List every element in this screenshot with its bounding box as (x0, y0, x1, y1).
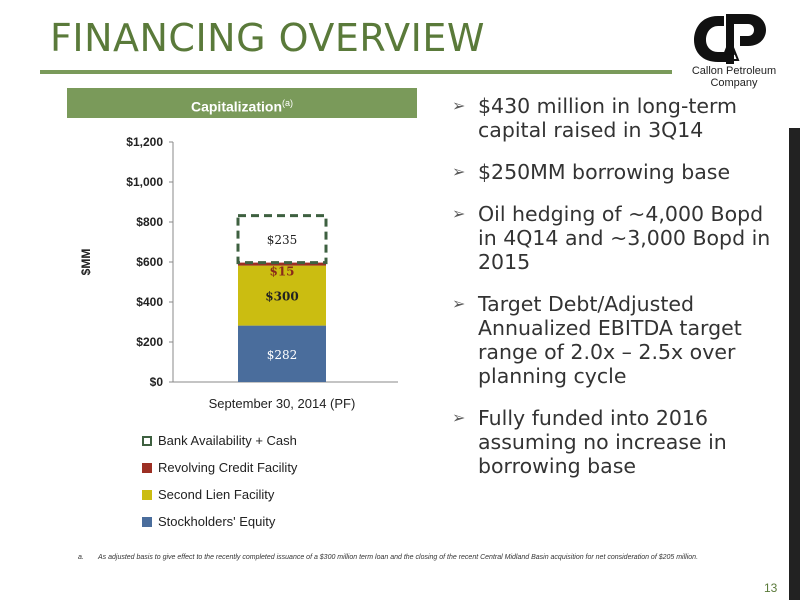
legend-label: Bank Availability + Cash (158, 433, 297, 448)
bullet-list: ➢ $430 million in long-term capital raise… (452, 94, 782, 496)
legend-swatch (142, 435, 152, 446)
capitalization-header: Capitalization(a) (67, 88, 417, 118)
arrow-bullet-icon: ➢ (452, 96, 466, 115)
legend-item: Bank Availability + Cash (142, 427, 297, 454)
legend-swatch (142, 516, 152, 527)
legend-item: Stockholders' Equity (142, 508, 297, 535)
slide-title: FINANCING OVERVIEW (50, 16, 485, 60)
right-edge-bar (789, 128, 800, 600)
legend-label: Second Lien Facility (158, 487, 275, 502)
legend-item: Revolving Credit Facility (142, 454, 297, 481)
arrow-bullet-icon: ➢ (452, 162, 466, 181)
bullet-item: ➢ Target Debt/Adjusted Annualized EBITDA … (452, 292, 782, 388)
capitalization-header-text: Capitalization (190, 98, 282, 115)
bullet-text: Target Debt/Adjusted Annualized EBITDA t… (478, 292, 742, 388)
bar-segment-bank-availability (236, 214, 328, 265)
bar-segment-stockholders-equity (238, 325, 326, 382)
y-tick-label: $1,200 (126, 135, 163, 149)
y-axis-label: $MM (79, 249, 93, 276)
data-label: $282 (267, 348, 298, 362)
legend-item: Second Lien Facility (142, 481, 297, 508)
y-tick-label: $1,000 (126, 175, 163, 189)
y-tick-label: $400 (136, 295, 163, 309)
title-underline (40, 70, 672, 74)
y-tick-label: $200 (136, 335, 163, 349)
data-label: $235 (267, 233, 298, 247)
capitalization-chart: $0 $200 $400 $600 $800 $1,000 $1,200 $MM Septemb… (79, 135, 398, 411)
footnote-marker: a. (78, 554, 84, 561)
legend-swatch (142, 489, 152, 500)
arrow-bullet-icon: ➢ (452, 204, 466, 223)
bullet-item: ➢ Oil hedging of ~4,000 Bopd in 4Q14 and … (452, 202, 782, 274)
y-tick-label: $0 (150, 375, 164, 389)
bar-segment-revolving-credit-facility (238, 262, 326, 266)
y-tick-label: $600 (136, 255, 163, 269)
bullet-text: Fully funded into 2016 assuming no incre… (478, 406, 727, 478)
company-logo: Callon Petroleum Company (678, 10, 790, 90)
bullet-text: $250MM borrowing base (478, 160, 731, 184)
bullet-item: ➢ $430 million in long-term capital raise… (452, 94, 782, 142)
page-number: 13 (764, 581, 778, 595)
logo-text-line2: Company (710, 77, 758, 89)
data-label: $300 (265, 290, 298, 304)
legend-label: Stockholders' Equity (158, 514, 276, 529)
legend-label: Revolving Credit Facility (158, 460, 298, 475)
callon-logo-icon (694, 14, 766, 64)
legend-swatch (142, 462, 152, 473)
footnote-text: As adjusted basis to give effect to the … (98, 554, 699, 561)
footnote: a. As adjusted basis to give effect to t… (78, 554, 718, 561)
bullet-item: ➢ Fully funded into 2016 assuming no incr… (452, 406, 782, 478)
chart-legend: Bank Availability + Cash Revolving Credit… (142, 427, 297, 535)
bullet-item: ➢ $250MM borrowing base (452, 160, 782, 184)
capitalization-header-note: (a) (282, 98, 293, 108)
data-label: $15 (269, 265, 294, 279)
x-category-label: September 30, 2014 (PF) (209, 396, 356, 411)
logo-text-line1: Callon Petroleum (691, 65, 777, 77)
bullet-text: Oil hedging of ~4,000 Bopd in 4Q14 and ~… (478, 202, 771, 274)
arrow-bullet-icon: ➢ (452, 294, 466, 313)
bar-segment-second-lien-facility (238, 265, 326, 326)
y-tick-label: $800 (136, 215, 163, 229)
arrow-bullet-icon: ➢ (452, 408, 466, 427)
bullet-text: $430 million in long-term capital raised… (478, 94, 738, 142)
